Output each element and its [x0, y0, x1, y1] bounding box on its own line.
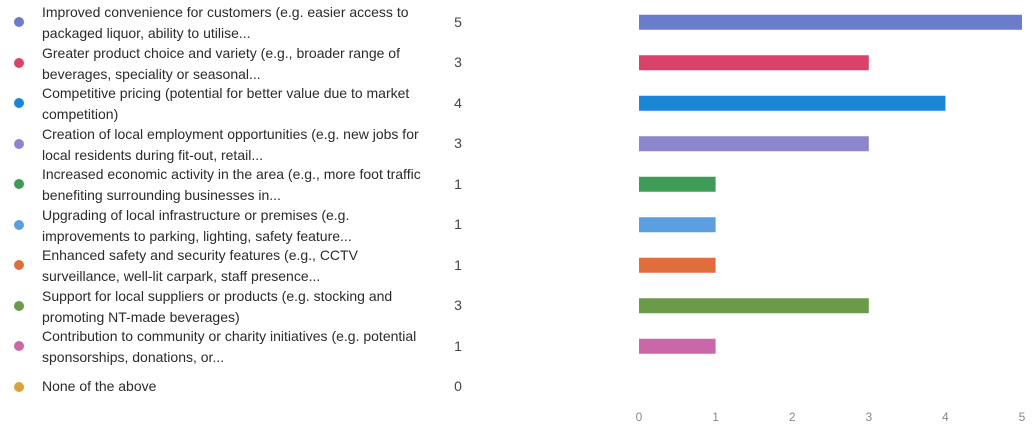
response-count: 3: [454, 297, 462, 314]
category-label: Competitive pricing (potential for bette…: [42, 85, 410, 122]
category-label: Enhanced safety and security features (e…: [42, 247, 358, 284]
x-tick-label: 1: [712, 410, 719, 424]
response-count: 0: [454, 378, 462, 395]
response-count: 1: [454, 175, 462, 192]
x-tick-label: 4: [942, 410, 949, 424]
response-count: 1: [454, 337, 462, 354]
legend-item: Support for local suppliers or products …: [0, 286, 480, 327]
legend-swatch: [14, 98, 24, 109]
legend-swatch: [14, 381, 24, 392]
legend-item: Competitive pricing (potential for bette…: [0, 83, 480, 124]
response-count: 3: [454, 135, 462, 152]
bar: [639, 136, 869, 152]
category-label: Contribution to community or charity ini…: [42, 328, 417, 365]
category-label: Support for local suppliers or products …: [42, 287, 393, 325]
legend-swatch: [14, 179, 24, 190]
legend-item: Contribution to community or charity ini…: [0, 326, 480, 367]
legend-item: Upgrading of local infrastructure or pre…: [0, 205, 480, 246]
legend-item: None of the above 0: [0, 367, 480, 408]
x-tick-label: 3: [865, 410, 872, 424]
legend-swatch: [14, 57, 24, 68]
category-label: Improved convenience for customers (e.g.…: [42, 4, 409, 41]
bar: [639, 338, 716, 354]
legend-item: Improved convenience for customers (e.g.…: [0, 2, 480, 43]
legend-swatch: [14, 17, 24, 28]
response-count: 5: [454, 13, 462, 30]
legend-item: Increased economic activity in the area …: [0, 164, 480, 205]
bar: [639, 176, 716, 192]
response-count: 3: [454, 54, 462, 71]
legend-swatch: [14, 341, 24, 352]
category-label: Creation of local employment opportuniti…: [42, 125, 419, 163]
legend-item: Creation of local employment opportuniti…: [0, 124, 480, 165]
x-tick-label: 0: [636, 410, 643, 424]
category-label: Increased economic activity in the area …: [42, 166, 421, 203]
response-count: 4: [454, 94, 462, 111]
bar: [639, 217, 716, 233]
legend-item: Enhanced safety and security features (e…: [0, 245, 480, 286]
bar: [639, 14, 1022, 30]
category-label: None of the above: [42, 378, 157, 395]
legend-swatch: [14, 260, 24, 271]
bar: [639, 257, 716, 273]
response-count: 1: [454, 256, 462, 273]
bar: [639, 298, 869, 314]
x-tick-label: 5: [1019, 410, 1026, 424]
legend-item: Greater product choice and variety (e.g.…: [0, 43, 480, 84]
x-tick-label: 2: [789, 410, 796, 424]
legend-swatch: [14, 300, 24, 311]
bar: [639, 55, 869, 71]
category-label: Upgrading of local infrastructure or pre…: [42, 206, 352, 244]
category-label: Greater product choice and variety (e.g.…: [42, 44, 400, 82]
legend-swatch: [14, 138, 24, 149]
response-count: 1: [454, 216, 462, 233]
legend-swatch: [14, 219, 24, 230]
bar: [639, 95, 946, 111]
chart-legend: Improved convenience for customers (e.g.…: [0, 0, 480, 427]
